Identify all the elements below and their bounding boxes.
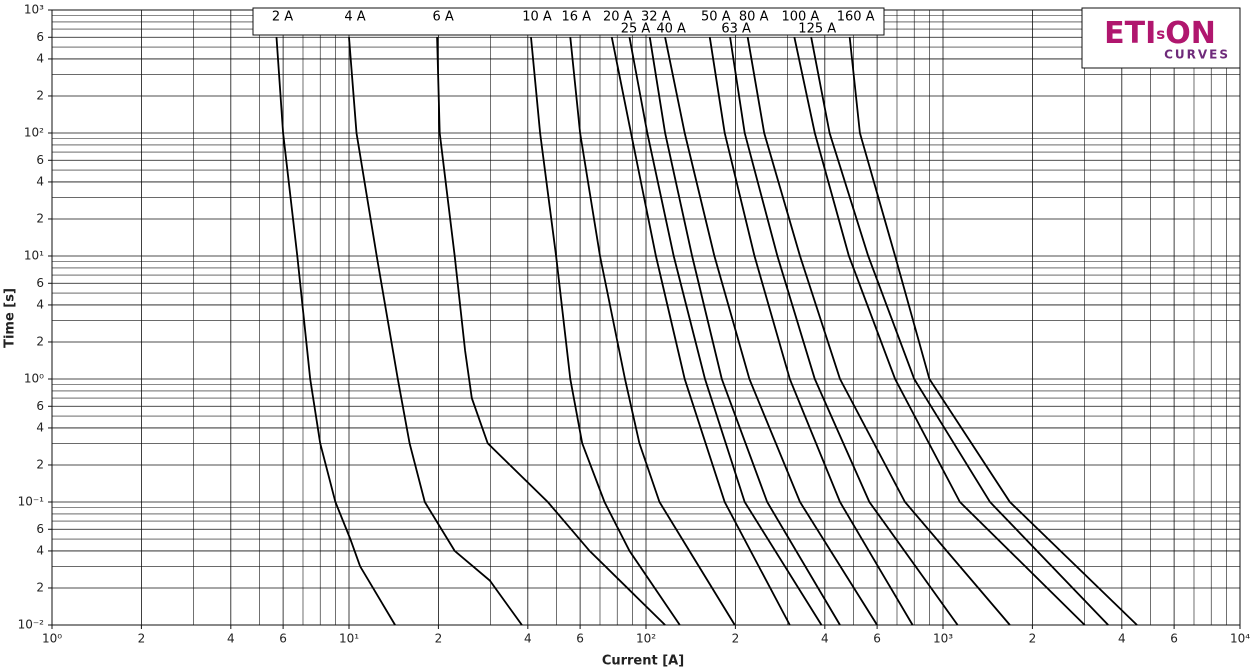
- logo-tagline: CURVES: [1164, 48, 1230, 62]
- x-tick-label: 10²: [636, 632, 656, 646]
- x-tick-label: 10⁰: [42, 632, 62, 646]
- legend-label: 32 A: [641, 10, 671, 25]
- x-tick-label: 6: [1170, 632, 1178, 646]
- y-tick-label: 4: [36, 420, 44, 434]
- y-tick-label: 6: [36, 30, 44, 44]
- y-tick-label: 10²: [24, 126, 44, 140]
- legend-label: 6 A: [432, 10, 453, 25]
- x-tick-label: 4: [227, 632, 235, 646]
- legend-label: 20 A: [603, 10, 633, 25]
- logo-brand-left: ETI: [1104, 16, 1156, 51]
- fuse-curve: [275, 37, 396, 626]
- x-axis-title: Current [A]: [602, 654, 684, 669]
- y-tick-label: 2: [36, 334, 44, 348]
- legend-label: 2 A: [272, 10, 293, 25]
- x-tick-label: 2: [138, 632, 146, 646]
- x-tick-label: 4: [524, 632, 532, 646]
- legend-label: 80 A: [739, 10, 769, 25]
- legend-label: 16 A: [561, 10, 591, 25]
- legend-label: 160 A: [837, 10, 875, 25]
- fuse-curve: [348, 37, 523, 626]
- logo-brand-small: s: [1156, 25, 1165, 43]
- y-tick-label: 10⁻¹: [18, 495, 45, 509]
- legend-box: [252, 7, 885, 36]
- x-tick-label: 10¹: [339, 632, 359, 646]
- legend-label: 63 A: [721, 22, 751, 37]
- legend-label: 50 A: [701, 10, 731, 25]
- grid: [51, 9, 1241, 626]
- y-tick-label: 2: [36, 88, 44, 102]
- y-tick-label: 4: [36, 543, 44, 557]
- y-tick-label: 2: [36, 211, 44, 225]
- fuse-curve: [729, 37, 959, 626]
- x-tick-label: 2: [435, 632, 443, 646]
- logo-brand: ETIsON: [1104, 16, 1216, 51]
- logo-box: [1081, 7, 1241, 69]
- curves: [275, 37, 1138, 626]
- y-tick-label: 10⁰: [24, 372, 44, 386]
- y-tick-label: 4: [36, 297, 44, 311]
- legend-label: 4 A: [344, 10, 365, 25]
- x-tick-label: 2: [1029, 632, 1037, 646]
- x-tick-label: 6: [873, 632, 881, 646]
- x-tick-label: 10³: [933, 632, 953, 646]
- fuse-curve: [848, 37, 1138, 626]
- fuse-curve: [610, 37, 791, 626]
- fuse-curve: [436, 37, 666, 626]
- fuse-curve: [628, 37, 823, 626]
- x-tick-label: 4: [1118, 632, 1126, 646]
- fuse-curve: [530, 37, 681, 626]
- logo: ETIsON CURVES: [1081, 7, 1241, 69]
- x-tick-label: 6: [279, 632, 287, 646]
- x-tick-label: 10⁴: [1230, 632, 1250, 646]
- y-axis-title: Time [s]: [3, 288, 18, 348]
- y-tick-label: 10³: [24, 3, 44, 17]
- y-tick-label: 2: [36, 580, 44, 594]
- y-tick-label: 4: [36, 51, 44, 65]
- fuse-curve: [810, 37, 1109, 626]
- legend-label: 100 A: [781, 10, 819, 25]
- legend: 2 A 4 A 6 A 10 A 16 A 20 A25 A32 A40 A 50 A63 …: [272, 10, 875, 37]
- y-tick-label: 10⁻²: [18, 618, 45, 632]
- y-tick-label: 10¹: [24, 249, 44, 263]
- legend-label: 10 A: [522, 10, 552, 25]
- y-tick-label: 4: [36, 174, 44, 188]
- fuse-curve: [664, 37, 878, 626]
- logo-brand-right: ON: [1165, 16, 1216, 51]
- fuse-curve: [569, 37, 736, 626]
- y-tick-label: 6: [36, 276, 44, 290]
- legend-label: 125 A: [798, 22, 836, 37]
- ticks: 10⁰ 2 4 6 10¹ 2 4 6 10² 2 4 6 10³ 2 4 6 10⁴ 10⁻² 2 4 6 10⁻¹ 2 4…: [18, 3, 1251, 646]
- legend-label: 25 A: [621, 22, 651, 37]
- fuse-curve: [793, 37, 1086, 626]
- y-tick-label: 6: [36, 399, 44, 413]
- y-tick-label: 2: [36, 457, 44, 471]
- fuse-curve: [708, 37, 914, 626]
- y-tick-label: 6: [36, 522, 44, 536]
- x-tick-label: 4: [821, 632, 829, 646]
- x-tick-label: 2: [732, 632, 740, 646]
- legend-label: 40 A: [656, 22, 686, 37]
- x-tick-label: 6: [576, 632, 584, 646]
- fuse-curve: [746, 37, 1011, 626]
- y-tick-label: 6: [36, 153, 44, 167]
- fuse-curve: [648, 37, 841, 626]
